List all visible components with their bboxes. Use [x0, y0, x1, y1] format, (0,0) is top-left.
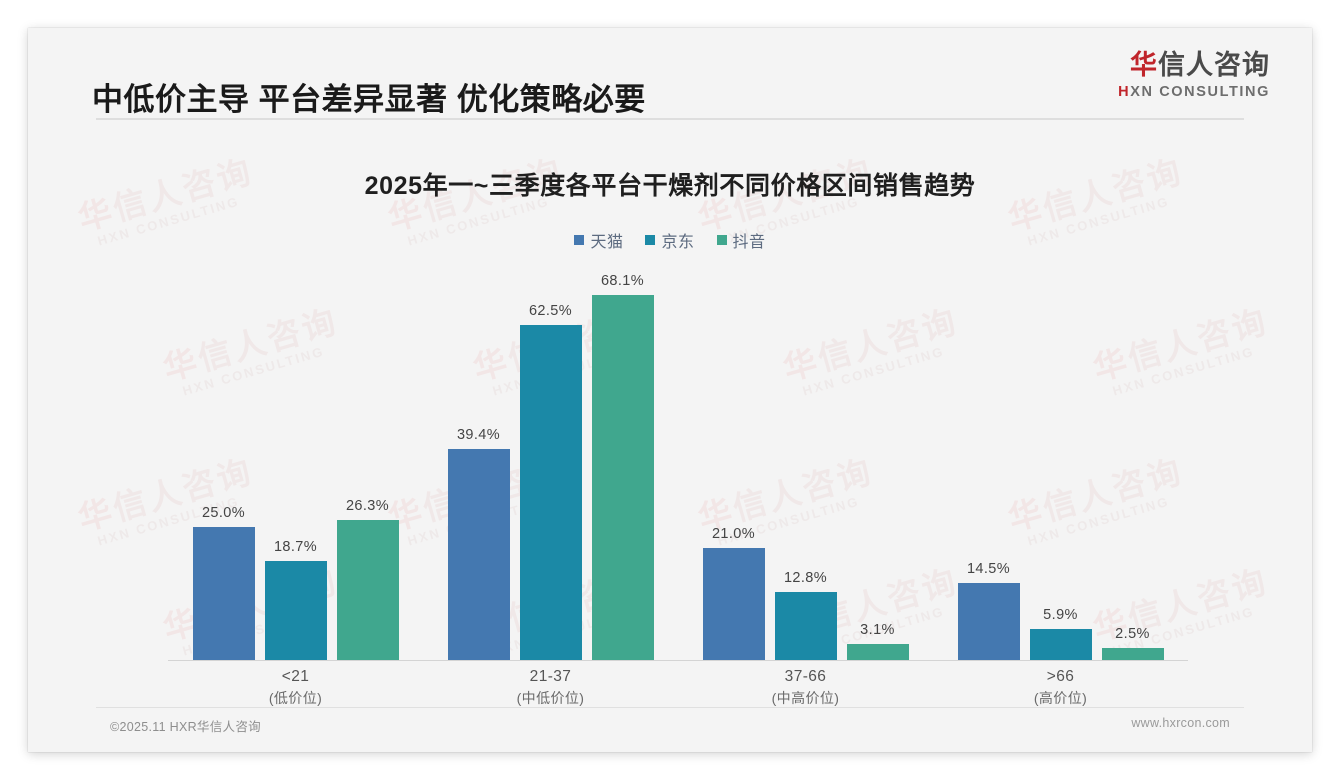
slide-header: 中低价主导 平台差异显著 优化策略必要 华信人咨询 HXN CONSULTING [28, 28, 1312, 120]
bar-group-21-37: 39.4% 62.5% 68.1% [423, 258, 678, 661]
bar-rect[interactable] [519, 325, 582, 661]
bar-天猫->66[interactable]: 14.5% [957, 258, 1020, 661]
legend-swatch-icon [645, 235, 656, 245]
bar-group-bars: 25.0% 18.7% 26.3% [168, 258, 423, 661]
bar-group-bars: 14.5% 5.9% 2.5% [933, 258, 1188, 661]
bar-value-label: 39.4% [456, 427, 501, 443]
bar-value-label: 62.5% [528, 303, 573, 319]
bar-value-label: 68.1% [600, 273, 645, 289]
legend-label: 天猫 [590, 234, 624, 251]
bar-value-label: 5.9% [1043, 607, 1078, 623]
bar-value-label: 3.1% [860, 622, 895, 638]
bar-value-label: 18.7% [273, 539, 318, 555]
legend-item-抖音[interactable]: 抖音 [716, 228, 766, 252]
logo-chinese-rest: 信人咨询 [1158, 50, 1270, 80]
bar-抖音-<21[interactable]: 26.3% [336, 258, 399, 661]
footer-copyright: ©2025.11 HXR华信人咨询 [110, 720, 261, 734]
bar-value-label: 2.5% [1115, 626, 1150, 642]
slide-footer: ©2025.11 HXR华信人咨询 www.hxrcon.com [28, 712, 1312, 740]
chart-title: 2025年一~三季度各平台干燥剂不同价格区间销售趋势 [364, 172, 976, 200]
bar-group->66: 14.5% 5.9% 2.5% [933, 258, 1188, 661]
legend-swatch-icon [574, 235, 585, 245]
bar-京东-<21[interactable]: 18.7% [264, 258, 327, 661]
x-axis-tick-21-37: 21-37 (中低价位) [423, 666, 678, 709]
x-axis-tick-range: <21 [281, 668, 310, 685]
x-axis-tick-range: 21-37 [529, 668, 572, 685]
logo-char-hua: 华 [1130, 50, 1158, 80]
x-axis-tick->66: >66 (高价位) [933, 666, 1188, 709]
footer-website[interactable]: www.hxrcon.com [1131, 716, 1230, 730]
legend-item-天猫[interactable]: 天猫 [574, 228, 623, 252]
company-logo: 华信人咨询 HXN CONSULTING [1118, 50, 1270, 100]
chart-container: 2025年一~三季度各平台干燥剂不同价格区间销售趋势 天猫 京东 抖音 25.0% 1… [28, 128, 1312, 708]
x-axis-tick-range: >66 [1046, 668, 1075, 685]
bar-抖音->66[interactable]: 2.5% [1101, 258, 1164, 661]
bar-rect[interactable] [192, 527, 255, 661]
bar-rect[interactable] [702, 548, 765, 661]
bar-rect[interactable] [1101, 648, 1164, 661]
bar-京东->66[interactable]: 5.9% [1029, 258, 1092, 661]
bar-京东-21-37[interactable]: 62.5% [519, 258, 582, 661]
legend-item-京东[interactable]: 京东 [645, 228, 694, 252]
bar-group-bars: 21.0% 12.8% 3.1% [678, 258, 933, 661]
bar-天猫-<21[interactable]: 25.0% [192, 258, 255, 661]
x-axis-tick-sublabel: (中低价位) [516, 690, 585, 707]
slide-canvas: 华信人咨询 HXN CONSULTING 华信人咨询 HXN CONSULTING 华信… [28, 28, 1312, 752]
bar-value-label: 14.5% [966, 561, 1011, 577]
bar-rect[interactable] [264, 561, 327, 661]
bar-rect[interactable] [846, 644, 909, 661]
logo-char-h: H [1118, 84, 1131, 101]
bar-value-label: 21.0% [711, 526, 756, 542]
x-axis-tick-range: 37-66 [784, 668, 827, 685]
chart-legend: 天猫 京东 抖音 [28, 228, 1312, 252]
bar-group-37-66: 21.0% 12.8% 3.1% [678, 258, 933, 661]
logo-english-name: HXN CONSULTING [1118, 84, 1270, 100]
bar-rect[interactable] [591, 295, 654, 661]
x-axis-tick-37-66: 37-66 (中高价位) [678, 666, 933, 709]
legend-label: 抖音 [732, 234, 766, 251]
footer-divider [96, 707, 1244, 708]
x-axis-tick-sublabel: (中高价位) [771, 690, 840, 707]
legend-swatch-icon [716, 235, 727, 245]
bar-rect[interactable] [1029, 629, 1092, 661]
bar-rect[interactable] [336, 520, 399, 661]
logo-chinese-name: 华信人咨询 [1118, 50, 1270, 81]
bar-rect[interactable] [957, 583, 1020, 661]
bar-value-label: 25.0% [201, 505, 246, 521]
bar-天猫-21-37[interactable]: 39.4% [447, 258, 510, 661]
page-title: 中低价主导 平台差异显著 优化策略必要 [92, 82, 646, 117]
x-axis-tick-labels: <21 (低价位) 21-37 (中低价位) 37-66 (中高价位) >66 (高价位) [168, 666, 1188, 709]
chart-baseline-axis [168, 660, 1188, 661]
bar-rect[interactable] [774, 592, 837, 661]
bar-value-label: 26.3% [345, 498, 390, 514]
bar-groups: 25.0% 18.7% 26.3% 39.4% 62.5% 68.1% 21.0% 12.8%… [168, 258, 1188, 661]
bar-value-label: 12.8% [783, 570, 828, 586]
logo-english-rest: XN CONSULTING [1130, 84, 1270, 101]
chart-plot-area: 25.0% 18.7% 26.3% 39.4% 62.5% 68.1% 21.0% 12.8%… [168, 258, 1188, 661]
header-divider [96, 118, 1244, 120]
bar-rect[interactable] [447, 449, 510, 661]
x-axis-tick-sublabel: (低价位) [268, 690, 323, 707]
x-axis-tick-sublabel: (高价位) [1033, 690, 1088, 707]
legend-label: 京东 [661, 234, 695, 251]
bar-group-bars: 39.4% 62.5% 68.1% [423, 258, 678, 661]
x-axis-tick-<21: <21 (低价位) [168, 666, 423, 709]
bar-group-<21: 25.0% 18.7% 26.3% [168, 258, 423, 661]
bar-天猫-37-66[interactable]: 21.0% [702, 258, 765, 661]
bar-京东-37-66[interactable]: 12.8% [774, 258, 837, 661]
bar-抖音-37-66[interactable]: 3.1% [846, 258, 909, 661]
bar-抖音-21-37[interactable]: 68.1% [591, 258, 654, 661]
